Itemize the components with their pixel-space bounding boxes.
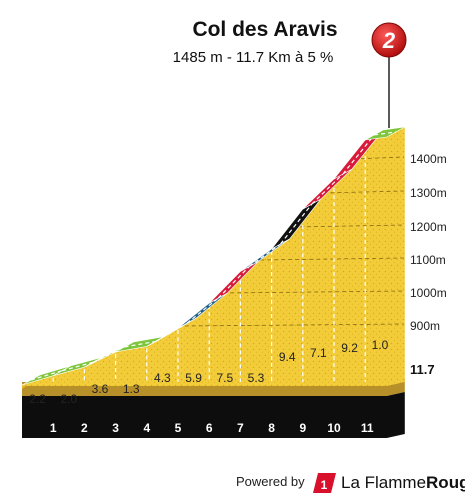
altitude-tick-label: 1400m <box>410 152 447 166</box>
gradient-label: 1.3 <box>123 382 140 396</box>
strip-centerline <box>62 361 94 372</box>
altitude-tick-label: 1100m <box>410 253 446 267</box>
logo-digit: 1 <box>321 478 328 492</box>
km-dividers <box>52 141 366 382</box>
km-tick-label: 8 <box>268 421 275 435</box>
km-tick-label: 9 <box>299 421 306 435</box>
strip-centerline <box>280 203 313 245</box>
profile-km-band <box>22 392 405 438</box>
profile-fill <box>22 127 405 386</box>
chart-title: Col des Aravis <box>192 18 337 41</box>
strip-centerline <box>311 173 344 205</box>
brand-regular: La Flamme <box>341 473 426 492</box>
altitude-tick-label: 1300m <box>410 186 447 200</box>
category-badge-label: 2 <box>382 28 396 53</box>
strip-centerline <box>217 265 250 299</box>
altitude-tick-label: 1000m <box>410 286 447 300</box>
gradient-label: 4.3 <box>154 371 171 385</box>
km-tick-label: 11 <box>361 421 374 435</box>
km-tick-label: 7 <box>237 421 244 435</box>
chart-subtitle: 1485 m - 11.7 Km à 5 % <box>173 49 334 66</box>
gradient-label: 3.6 <box>92 382 109 396</box>
brand-name: La FlammeRouge <box>341 473 465 492</box>
profile-area <box>22 127 405 386</box>
km-tick-label: 10 <box>327 421 341 435</box>
gradient-label: 5.9 <box>185 371 202 385</box>
altitude-tick-label: 900m <box>410 319 440 333</box>
end-distance-label: 11.7 <box>410 362 435 377</box>
category-badge-icon <box>371 22 407 58</box>
strip-centerline <box>374 131 396 136</box>
km-tick-label: 3 <box>112 421 119 435</box>
altitude-gridline <box>353 156 405 160</box>
brand-bold: Rouge <box>426 473 465 492</box>
altitude-labels: 900m 1000m 1100m 1200m 1300m 1400m <box>410 152 447 333</box>
strip-centerline <box>124 340 156 348</box>
gradient-label: 1.0 <box>372 338 389 352</box>
gradient-label: 5.3 <box>248 371 265 385</box>
strip-centerline <box>342 134 375 175</box>
gradient-labels: 2.2 2.0 3.6 1.3 4.3 5.9 7.5 5.3 9.4 7.1 9.2 1.0 <box>29 338 388 406</box>
flamme-rouge-logo-icon <box>313 473 336 493</box>
strip-centerline <box>93 346 125 363</box>
altitude-gridline <box>223 290 405 294</box>
gradient-label: 2.0 <box>60 392 77 406</box>
gradient-label: 9.4 <box>279 350 296 364</box>
altitude-tick-label: 1200m <box>410 220 447 234</box>
altitude-gridlines <box>184 156 405 327</box>
km-labels: 1 2 3 4 5 6 7 8 9 10 11 <box>50 421 374 435</box>
gradient-strips <box>21 126 405 386</box>
km-tick-label: 4 <box>143 421 150 435</box>
km-tick-label: 2 <box>81 421 88 435</box>
altitude-gridline <box>292 224 405 228</box>
altitude-gridline <box>184 323 405 327</box>
gradient-label: 7.5 <box>216 371 233 385</box>
gradient-label: 2.2 <box>29 392 46 406</box>
gradient-label: 9.2 <box>341 341 358 355</box>
powered-by-text: Powered by <box>236 474 305 489</box>
km-tick-label: 5 <box>175 421 182 435</box>
km-tick-label: 1 <box>50 421 57 435</box>
altitude-gridline <box>260 257 405 261</box>
gradient-label: 7.1 <box>310 346 327 360</box>
strip-centerline <box>30 370 63 381</box>
km-tick-label: 6 <box>206 421 213 435</box>
